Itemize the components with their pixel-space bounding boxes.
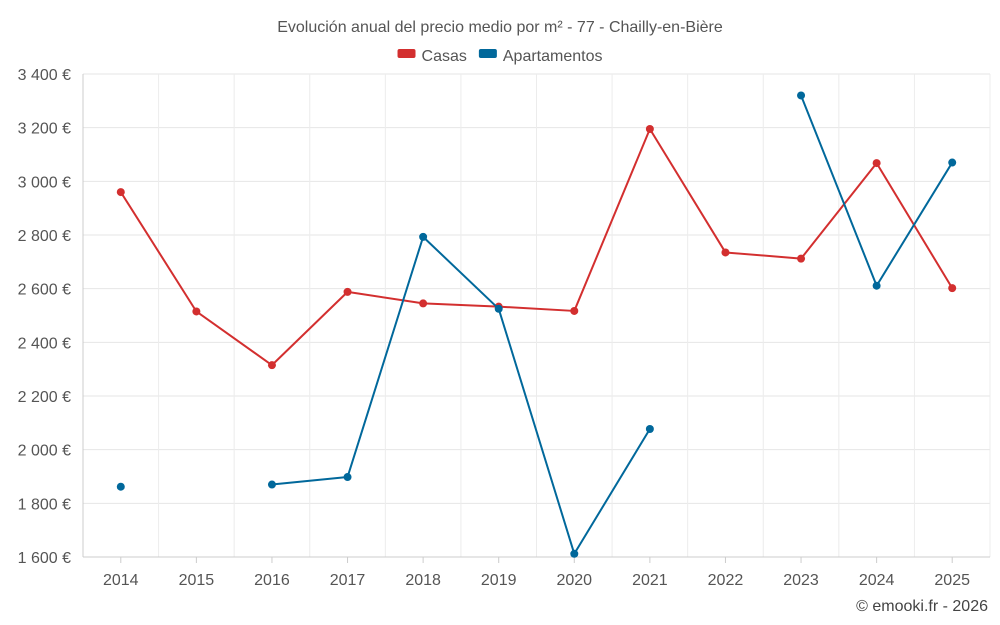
x-tick-label: 2019: [481, 572, 517, 589]
data-point[interactable]: [419, 232, 428, 241]
x-tick-label: 2021: [632, 572, 668, 589]
data-point[interactable]: [116, 188, 125, 197]
data-point[interactable]: [192, 307, 201, 316]
legend-label: Apartamentos: [503, 48, 603, 65]
data-point[interactable]: [267, 361, 276, 370]
data-point[interactable]: [570, 549, 579, 558]
x-tick-label: 2024: [859, 572, 895, 589]
data-point[interactable]: [267, 480, 276, 489]
data-point[interactable]: [797, 254, 806, 263]
x-tick-label: 2022: [708, 572, 744, 589]
y-tick-label: 2 400 €: [18, 335, 71, 352]
x-tick-label: 2014: [103, 572, 139, 589]
data-point[interactable]: [494, 304, 503, 313]
data-point[interactable]: [570, 306, 579, 315]
y-axis: 1 600 € 1 800 € 2 000 € 2 200 € 2 400 € 2 600…: [18, 67, 84, 567]
series-line: [119, 128, 954, 367]
data-point[interactable]: [948, 158, 957, 167]
legend-swatch[interactable]: [397, 49, 416, 58]
data-point[interactable]: [645, 425, 654, 434]
series-layer: [116, 91, 957, 558]
series-apartamentos: [116, 91, 957, 558]
series-line: [800, 95, 954, 287]
data-point[interactable]: [872, 281, 881, 290]
data-point[interactable]: [721, 248, 730, 257]
y-tick-label: 2 200 €: [18, 389, 71, 406]
footer-credit: © emooki.fr - 2026: [856, 598, 988, 615]
y-tick-label: 1 600 €: [18, 550, 71, 567]
y-tick-label: 1 800 €: [18, 496, 71, 513]
chart-title: Evolución anual del precio medio por m² …: [277, 19, 723, 36]
y-tick-label: 2 000 €: [18, 443, 71, 460]
legend: Casas Apartamentos: [397, 48, 603, 65]
data-point[interactable]: [116, 482, 125, 491]
x-tick-label: 2015: [179, 572, 215, 589]
x-tick-label: 2016: [254, 572, 290, 589]
x-tick-label: 2023: [783, 572, 819, 589]
y-tick-label: 3 000 €: [18, 174, 71, 191]
data-point[interactable]: [872, 159, 881, 168]
data-point[interactable]: [948, 284, 957, 293]
data-point[interactable]: [343, 287, 352, 296]
x-tick-label: 2020: [556, 572, 592, 589]
y-tick-label: 2 600 €: [18, 282, 71, 299]
x-tick-label: 2025: [934, 572, 970, 589]
data-point[interactable]: [797, 91, 806, 100]
legend-swatch[interactable]: [478, 49, 497, 58]
data-point[interactable]: [419, 299, 428, 308]
data-point[interactable]: [645, 125, 654, 134]
y-tick-label: 3 400 €: [18, 67, 71, 84]
x-tick-label: 2018: [405, 572, 441, 589]
grid: [82, 73, 991, 557]
y-tick-label: 2 800 €: [18, 228, 71, 245]
series-line: [271, 235, 651, 555]
y-tick-label: 3 200 €: [18, 121, 71, 138]
legend-label: Casas: [422, 48, 467, 65]
x-tick-label: 2017: [330, 572, 366, 589]
x-axis: 2014 2015 2016 2017 2018 2019 2020 2021 2022 2023…: [83, 556, 990, 589]
data-point[interactable]: [343, 473, 352, 482]
